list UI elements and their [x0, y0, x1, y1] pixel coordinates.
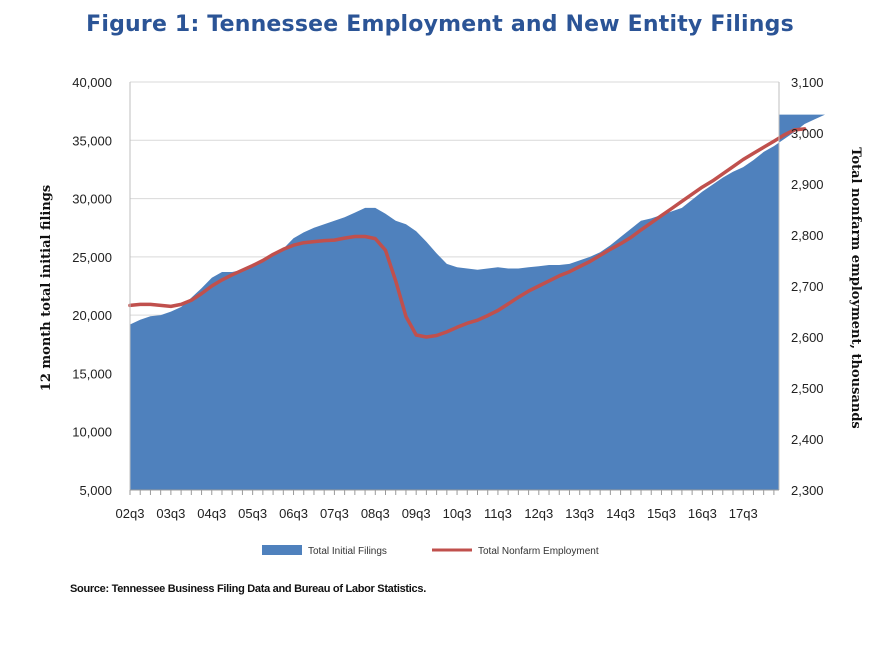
left-y-tick-label: 5,000: [79, 483, 112, 498]
right-y-tick-label: 2,900: [791, 177, 824, 192]
x-tick-label: 07q3: [320, 506, 349, 521]
left-y-tick-label: 35,000: [72, 133, 112, 148]
right-y-tick-label: 2,500: [791, 381, 824, 396]
left-y-tick-label: 10,000: [72, 425, 112, 440]
left-y-tick-label: 20,000: [72, 308, 112, 323]
left-y-tick-labels: 5,000 10,000 15,000 20,000 25,000 30,000 35,00…: [72, 75, 112, 498]
x-tick-label: 10q3: [443, 506, 472, 521]
series-total-initial-filings-area: [130, 114, 825, 490]
employment-line-layer: [128, 127, 807, 339]
left-y-axis-title: 12 month total initial filings: [39, 185, 54, 391]
x-tick-label: 05q3: [238, 506, 267, 521]
series-total-nonfarm-employment-line: [128, 127, 807, 339]
x-tick-label: 11q3: [484, 506, 512, 521]
legend: Total Initial Filings Total Nonfarm Empl…: [262, 545, 599, 557]
left-y-tick-label: 15,000: [72, 366, 112, 381]
x-tick-label: 16q3: [688, 506, 717, 521]
legend-filings-label: Total Initial Filings: [308, 546, 387, 557]
right-y-tick-labels: 2,300 2,400 2,500 2,600 2,700 2,800 2,900 3,000…: [791, 75, 824, 498]
x-tick-label: 13q3: [565, 506, 594, 521]
left-y-tick-label: 30,000: [72, 192, 112, 207]
filings-area-layer: [130, 114, 825, 490]
x-tick-label: 09q3: [402, 506, 431, 521]
chart-title: Figure 1: Tennessee Employment and New E…: [86, 12, 794, 37]
left-y-tick-label: 40,000: [72, 75, 112, 90]
x-tick-label: 15q3: [647, 506, 676, 521]
x-tick-label: 08q3: [361, 506, 390, 521]
right-y-tick-label: 3,100: [791, 75, 824, 90]
x-tick-label: 14q3: [606, 506, 635, 521]
right-y-tick-label: 2,400: [791, 432, 824, 447]
legend-filings-swatch: [262, 545, 302, 555]
right-y-axis-title: Total nonfarm employment, thousands: [848, 147, 863, 428]
axes: [129, 82, 780, 495]
right-y-tick-label: 3,000: [791, 126, 824, 141]
x-tick-label: 17q3: [729, 506, 758, 521]
x-tick-label: 02q3: [116, 506, 145, 521]
legend-employment-label: Total Nonfarm Employment: [478, 546, 599, 557]
x-tick-label: 12q3: [524, 506, 553, 521]
source-note: Source: Tennessee Business Filing Data a…: [70, 583, 426, 595]
left-y-tick-label: 25,000: [72, 250, 112, 265]
right-y-tick-label: 2,800: [791, 228, 824, 243]
right-y-tick-label: 2,300: [791, 483, 824, 498]
x-tick-label: 04q3: [197, 506, 226, 521]
x-tick-label: 03q3: [156, 506, 185, 521]
x-tick-labels: 02q3 03q3 04q3 05q3 06q3 07q3 08q3 09q3 10q3 11q3…: [116, 506, 758, 521]
x-tick-label: 06q3: [279, 506, 308, 521]
right-y-tick-label: 2,700: [791, 279, 824, 294]
right-y-tick-label: 2,600: [791, 330, 824, 345]
